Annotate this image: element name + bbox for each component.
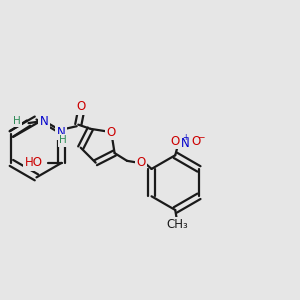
Text: N: N — [57, 126, 66, 139]
Text: −: − — [197, 132, 205, 141]
Text: H: H — [13, 116, 21, 126]
Text: O: O — [106, 126, 116, 139]
Text: +: + — [182, 133, 189, 142]
Text: O: O — [170, 135, 179, 148]
Text: O: O — [76, 100, 86, 113]
Text: HO: HO — [25, 156, 43, 170]
Text: N: N — [181, 137, 190, 150]
Text: N: N — [40, 115, 48, 128]
Text: H: H — [59, 135, 67, 145]
Text: O: O — [136, 156, 146, 169]
Text: CH₃: CH₃ — [166, 218, 188, 231]
Text: O: O — [192, 135, 201, 148]
